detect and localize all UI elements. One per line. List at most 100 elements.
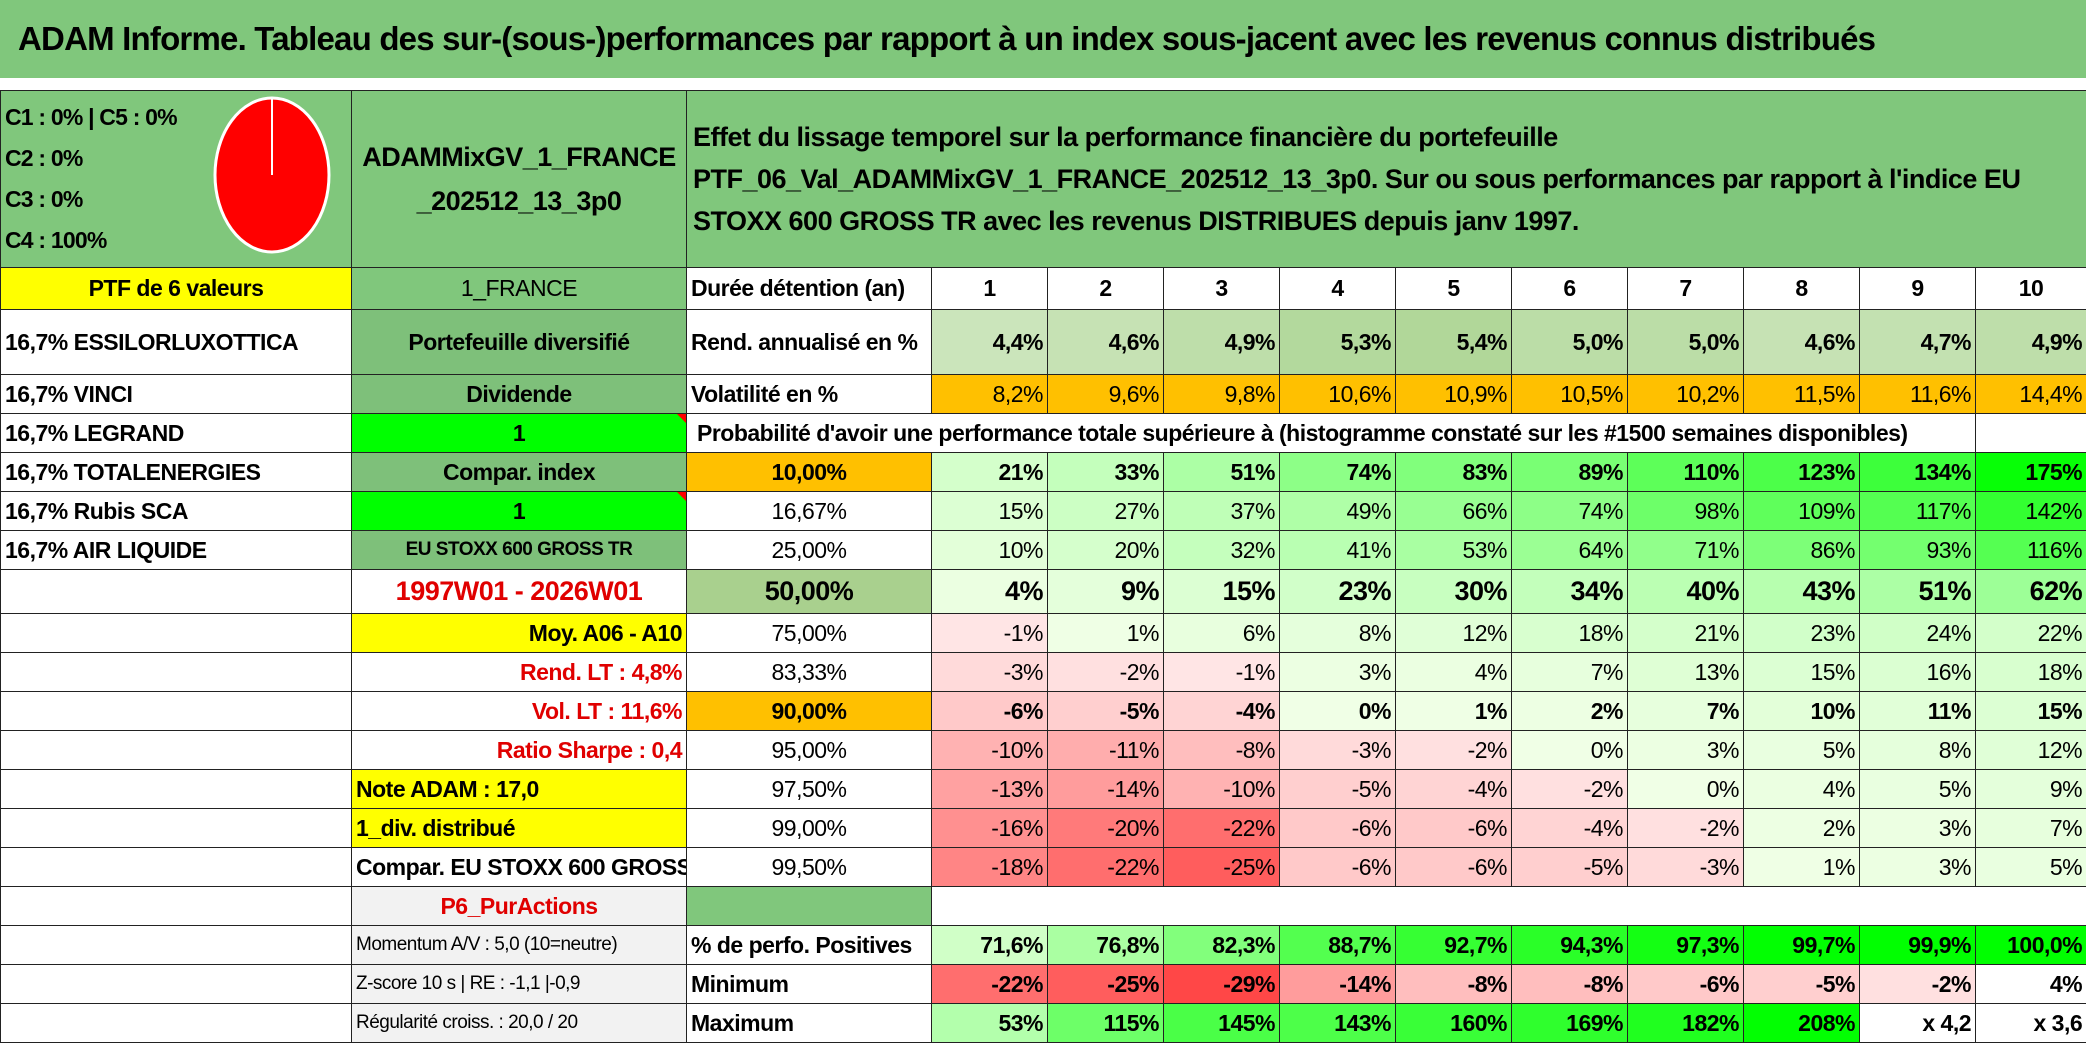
holding-row: 16,7% TOTALENERGIES bbox=[0, 452, 352, 492]
dividend-cell: Dividende bbox=[351, 374, 687, 414]
div-distrib-cell: 1_div. distribué bbox=[351, 808, 687, 848]
description: Effet du lissage temporel sur la perform… bbox=[693, 122, 2021, 236]
prob-value-text: -6% bbox=[1467, 853, 1508, 880]
prob-value: 53% bbox=[1395, 530, 1512, 570]
composition-line-4: C4 : 100% bbox=[5, 227, 107, 253]
prob-value: -3% bbox=[931, 652, 1048, 692]
prob-value: 8% bbox=[1279, 613, 1396, 653]
prob-value-text: 11% bbox=[1927, 697, 1972, 724]
prob-value: -10% bbox=[931, 730, 1048, 770]
prob-value-text: 9% bbox=[1120, 576, 1160, 606]
prob-value-text: 15% bbox=[2037, 697, 2083, 724]
prob-value-text: 43% bbox=[1802, 576, 1855, 606]
year-header-value: 10 bbox=[2018, 275, 2044, 301]
dividend-value-cell[interactable]: 1 bbox=[351, 413, 687, 453]
vol-value: 10,5% bbox=[1511, 374, 1628, 414]
prob-value: 12% bbox=[1395, 613, 1512, 653]
div-distrib-cell-text: 1_div. distribué bbox=[356, 814, 516, 841]
title-bar: ADAM Informe. Tableau des sur-(sous-)per… bbox=[0, 0, 2086, 82]
prob-value-text: 21% bbox=[1694, 619, 1739, 646]
max-value: 145% bbox=[1163, 1003, 1280, 1043]
vol-value-value: 11,5% bbox=[1793, 380, 1856, 407]
prob-value: 21% bbox=[1627, 613, 1744, 653]
prob-value-text: 18% bbox=[2037, 658, 2083, 685]
vol-lt-cell-text: Vol. LT : 11,6% bbox=[531, 697, 683, 724]
empty-cell bbox=[0, 886, 352, 926]
prob-value-text: 1% bbox=[1474, 697, 1508, 724]
max-value: 143% bbox=[1279, 1003, 1396, 1043]
prob-value-text: 142% bbox=[2025, 497, 2083, 524]
prob-value: 4% bbox=[931, 569, 1048, 614]
prob-value-text: 51% bbox=[1230, 458, 1275, 485]
prob-value: 15% bbox=[1163, 569, 1280, 614]
max-value-value: 145% bbox=[1218, 1009, 1275, 1036]
prob-value-text: 1% bbox=[1126, 619, 1160, 646]
empty-cell bbox=[0, 847, 352, 887]
prob-value-text: -3% bbox=[1351, 736, 1392, 763]
rend-value-value: 4,9% bbox=[1224, 328, 1276, 355]
period-cell: 1997W01 - 2026W01 bbox=[351, 569, 687, 614]
max-value: 115% bbox=[1047, 1003, 1164, 1043]
prob-value: -8% bbox=[1163, 730, 1280, 770]
holding-row-text: 16,7% AIR LIQUIDE bbox=[5, 536, 207, 563]
prob-threshold-cell: 99,00% bbox=[686, 808, 932, 848]
note-cell: Note ADAM : 17,0 bbox=[351, 769, 687, 809]
vol-value-value: 11,6% bbox=[1909, 380, 1972, 407]
prob-threshold: 90,00% bbox=[771, 697, 847, 724]
prob-value-text: 66% bbox=[1462, 497, 1507, 524]
note-cell-text: Note ADAM : 17,0 bbox=[356, 775, 539, 802]
min-value: -29% bbox=[1163, 964, 1280, 1004]
prob-value-text: -5% bbox=[1119, 697, 1160, 724]
prob-value: -2% bbox=[1395, 730, 1512, 770]
prob-value-text: 13% bbox=[1694, 658, 1739, 685]
prob-value: 71% bbox=[1627, 530, 1744, 570]
prob-value-text: -6% bbox=[1467, 814, 1508, 841]
min-value: -14% bbox=[1279, 964, 1396, 1004]
prob-value: 74% bbox=[1279, 452, 1396, 492]
prob-value-text: 3% bbox=[1938, 814, 1972, 841]
holding-label-cell: Durée détention (an) bbox=[686, 267, 932, 310]
min-value-value: -22% bbox=[991, 970, 1043, 997]
prob-value: 30% bbox=[1395, 569, 1512, 614]
vol-value-value: 9,6% bbox=[1108, 380, 1160, 407]
prob-value: 51% bbox=[1163, 452, 1280, 492]
prob-value-text: -22% bbox=[1107, 853, 1159, 880]
max-label-cell: Maximum bbox=[686, 1003, 932, 1043]
prob-value: 134% bbox=[1859, 452, 1976, 492]
min-value-value: -8% bbox=[1467, 970, 1508, 997]
min-value-value: -2% bbox=[1931, 970, 1972, 997]
empty-green-cell bbox=[686, 886, 932, 926]
prob-value-text: 5% bbox=[1822, 736, 1856, 763]
prob-value: 1% bbox=[1047, 613, 1164, 653]
prob-value-text: 23% bbox=[1338, 576, 1391, 606]
rend-value-value: 5,4% bbox=[1456, 328, 1508, 355]
prob-value-text: 0% bbox=[1706, 775, 1740, 802]
vol-value-value: 10,5% bbox=[1560, 380, 1623, 407]
prob-value-text: -1% bbox=[1003, 619, 1044, 646]
pos-value: 94,3% bbox=[1511, 925, 1628, 965]
prob-value: -5% bbox=[1511, 847, 1628, 887]
rend-value-value: 4,9% bbox=[2031, 328, 2083, 355]
vol-value: 11,6% bbox=[1859, 374, 1976, 414]
prob-value-text: 10% bbox=[998, 536, 1043, 563]
prob-value: 5% bbox=[1859, 769, 1976, 809]
rend-label-cell-text: Rend. annualisé en % bbox=[691, 328, 918, 355]
holding-row-text: 16,7% LEGRAND bbox=[5, 419, 184, 446]
rend-value: 4,4% bbox=[931, 309, 1048, 375]
prob-value-text: 6% bbox=[1242, 619, 1276, 646]
period-cell-text: 1997W01 - 2026W01 bbox=[395, 576, 643, 606]
prob-value-text: 41% bbox=[1346, 536, 1391, 563]
min-value: -5% bbox=[1743, 964, 1860, 1004]
allocation-pie-chart bbox=[213, 96, 331, 254]
prob-value-text: 40% bbox=[1686, 576, 1739, 606]
prob-header: Probabilité d'avoir une performance tota… bbox=[697, 419, 1908, 446]
rend-value-value: 5,0% bbox=[1688, 328, 1740, 355]
prob-value-text: -22% bbox=[1223, 814, 1275, 841]
min-value: -6% bbox=[1627, 964, 1744, 1004]
pos-value: 71,6% bbox=[931, 925, 1048, 965]
min-value: -2% bbox=[1859, 964, 1976, 1004]
prob-value: 10% bbox=[931, 530, 1048, 570]
prob-value-text: 10% bbox=[1810, 697, 1855, 724]
prob-value-text: 7% bbox=[1706, 697, 1740, 724]
prob-value-text: -6% bbox=[1351, 853, 1392, 880]
